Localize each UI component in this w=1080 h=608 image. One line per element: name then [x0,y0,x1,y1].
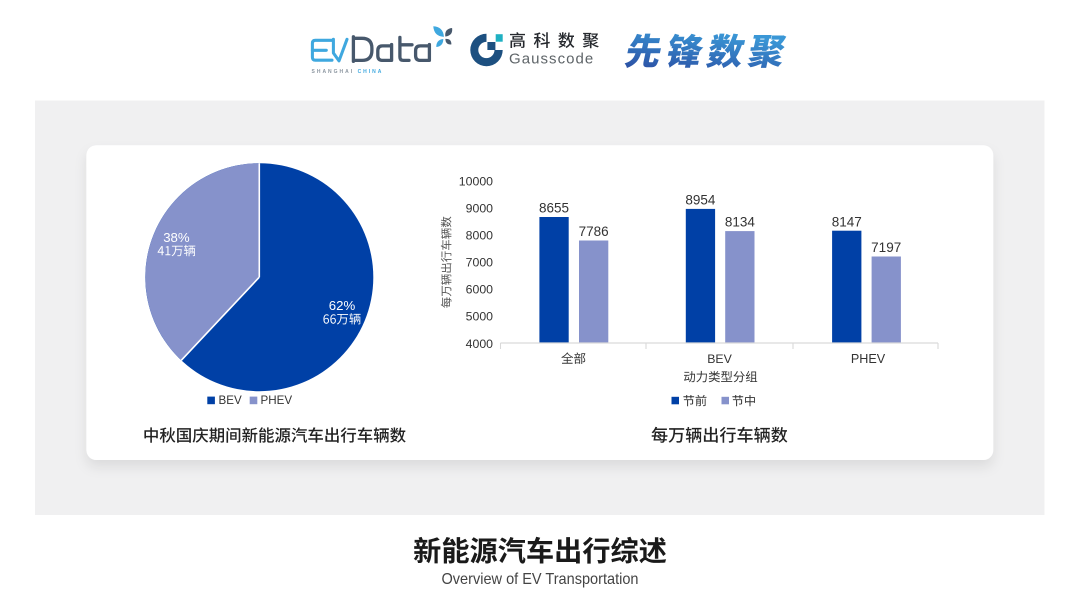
svg-text:5000: 5000 [466,310,494,324]
svg-text:PHEV: PHEV [261,394,293,407]
svg-text:PHEV: PHEV [851,352,886,366]
svg-text:Gausscode: Gausscode [509,51,594,68]
svg-text:7197: 7197 [871,240,901,255]
svg-text:10000: 10000 [459,174,493,188]
svg-text:BEV: BEV [219,394,242,407]
svg-text:7786: 7786 [579,224,609,239]
svg-text:7000: 7000 [466,256,494,270]
svg-text:8655: 8655 [539,201,569,216]
svg-text:SHANGHAI CHINA: SHANGHAI CHINA [312,69,384,75]
svg-text:8000: 8000 [466,229,494,243]
svg-text:4000: 4000 [466,337,494,351]
svg-text:8134: 8134 [725,215,756,230]
svg-text:8954: 8954 [685,193,716,208]
svg-text:Overview of EV Transportation: Overview of EV Transportation [442,571,639,588]
svg-text:38%: 38% [163,230,190,245]
svg-text:6000: 6000 [466,283,494,297]
svg-text:8147: 8147 [832,214,862,229]
svg-text:9000: 9000 [466,202,494,216]
svg-text:62%: 62% [329,298,356,313]
svg-text:BEV: BEV [707,352,732,366]
